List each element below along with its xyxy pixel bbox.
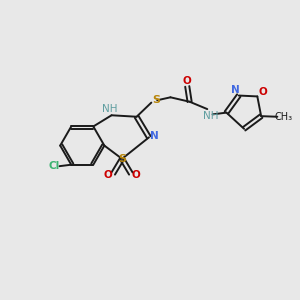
Text: O: O (183, 76, 191, 85)
Text: S: S (152, 95, 160, 105)
Text: N: N (231, 85, 240, 95)
Text: NH: NH (102, 104, 118, 114)
Text: O: O (132, 170, 140, 180)
Text: N: N (150, 131, 159, 141)
Text: Cl: Cl (49, 161, 60, 171)
Text: O: O (259, 87, 268, 97)
Text: NH: NH (203, 111, 219, 121)
Text: CH₃: CH₃ (275, 112, 293, 122)
Text: S: S (118, 154, 126, 164)
Text: O: O (103, 170, 112, 180)
